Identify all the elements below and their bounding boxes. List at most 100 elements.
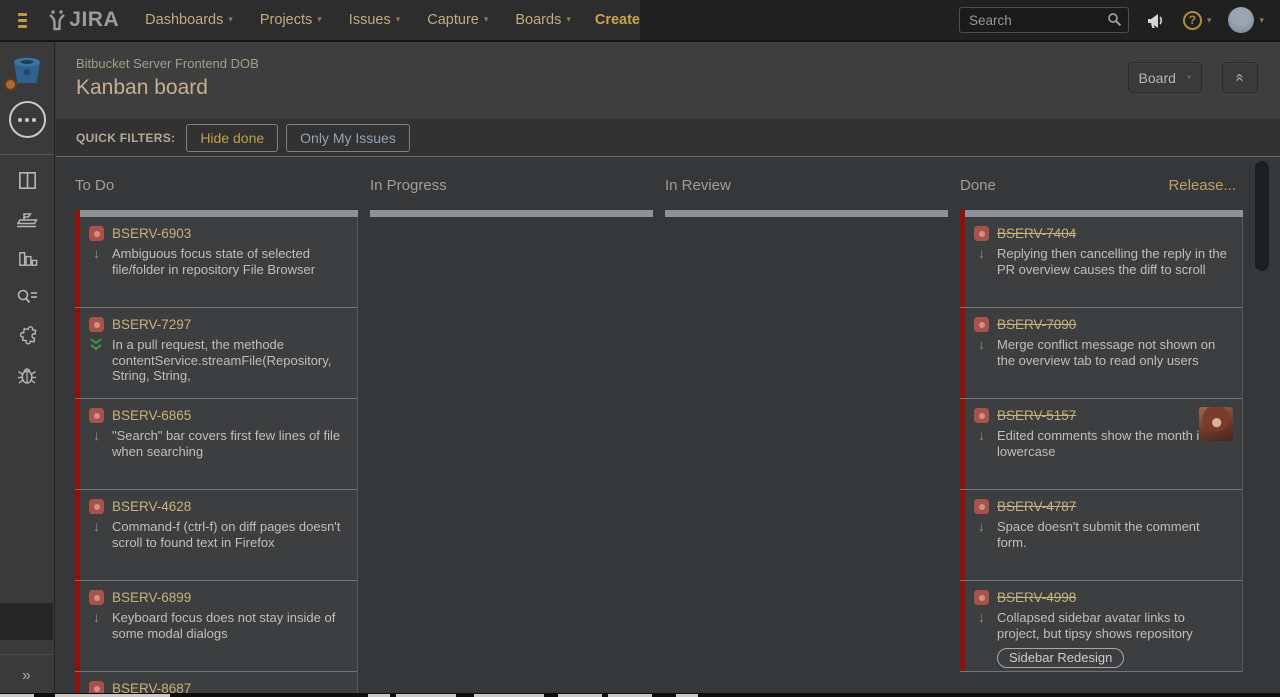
- jira-charlie-icon: [47, 9, 67, 31]
- chevron-down-icon: ▾: [317, 14, 322, 24]
- issue-summary: Edited comments show the month in lowerc…: [997, 428, 1207, 459]
- board-columns-icon[interactable]: [14, 167, 40, 193]
- column-bar-in-progress: [370, 210, 653, 217]
- nav-item-dashboards[interactable]: Dashboards ▾: [145, 12, 233, 28]
- column-bar-in-review: [665, 210, 948, 217]
- issue-key-link[interactable]: BSERV-6899: [112, 590, 192, 605]
- navbar-left: JIRA Dashboards ▾ Projects ▾ Issues ▾ Capture ▾…: [0, 0, 640, 40]
- add-ons-puzzle-icon[interactable]: [14, 323, 40, 349]
- issue-card[interactable]: BSERV-5157 ↓ Edited comments show the mont…: [960, 399, 1242, 490]
- issue-card[interactable]: BSERV-4628 ↓ Command-f (ctrl-f) on diff pa…: [75, 490, 357, 581]
- issue-card[interactable]: BSERV-7297 In a pull request, the methode…: [75, 308, 357, 399]
- priority-minor-icon: ↓: [978, 518, 985, 534]
- assignee-avatar: [1199, 407, 1233, 441]
- help-icon: ?: [1182, 10, 1202, 30]
- issue-key-link[interactable]: BSERV-6865: [112, 408, 192, 423]
- issue-key-link[interactable]: BSERV-7090: [997, 317, 1077, 332]
- issue-type-bug-icon: [974, 499, 989, 514]
- issue-card[interactable]: BSERV-7090 ↓ Merge conflict message not sh…: [960, 308, 1242, 399]
- issue-summary: Space doesn't submit the comment form.: [997, 519, 1200, 550]
- announcements-megaphone-icon[interactable]: [1146, 11, 1166, 30]
- chevron-down-icon: ▾: [1259, 14, 1264, 25]
- chevron-down-icon: ▾: [228, 14, 233, 24]
- hamburger-menu-icon[interactable]: [18, 12, 28, 28]
- nav-item-boards[interactable]: Boards ▾: [515, 12, 571, 28]
- board-menu-button[interactable]: Board ▾: [1128, 62, 1202, 93]
- issue-key-link[interactable]: BSERV-7404: [997, 226, 1077, 241]
- issue-key-link[interactable]: BSERV-4787: [997, 499, 1077, 514]
- user-menu[interactable]: ▾: [1228, 7, 1264, 33]
- issue-card[interactable]: BSERV-6903 ↓ Ambiguous focus state of sele…: [75, 217, 357, 308]
- board-header: Bitbucket Server Frontend DOB Kanban boa…: [56, 42, 1280, 119]
- releases-ship-icon[interactable]: [14, 206, 40, 232]
- issue-type-bug-icon: [89, 408, 104, 423]
- jira-logo-text: JIRA: [69, 8, 120, 31]
- issue-summary: In a pull request, the methode contentSe…: [112, 337, 332, 383]
- project-avatar-bitbucket[interactable]: [4, 55, 43, 91]
- quick-filter-only-my-issues[interactable]: Only My Issues: [286, 123, 410, 152]
- issue-key-link[interactable]: BSERV-4998: [997, 590, 1077, 605]
- issue-type-bug-icon: [974, 226, 989, 241]
- project-badge-icon: [4, 78, 17, 91]
- issue-key-link[interactable]: BSERV-8687: [112, 681, 192, 693]
- create-button[interactable]: Create: [594, 12, 640, 28]
- priority-minor-icon: ↓: [93, 427, 100, 443]
- chevron-down-icon: ▾: [1206, 14, 1212, 25]
- issue-key-link[interactable]: BSERV-7297: [112, 317, 192, 332]
- priority-minor-icon: ↓: [978, 245, 985, 261]
- issue-type-bug-icon: [974, 408, 989, 423]
- double-chevron-up-icon: «: [1231, 73, 1249, 82]
- collapse-header-button[interactable]: «: [1222, 62, 1258, 93]
- bug-icon[interactable]: [14, 362, 40, 388]
- issue-card[interactable]: BSERV-4787 ↓ Space doesn't submit the comm…: [960, 490, 1242, 581]
- issue-type-bug-icon: [89, 681, 104, 693]
- issue-key-link[interactable]: BSERV-5157: [997, 408, 1077, 423]
- search-box: [958, 7, 1129, 33]
- quick-filters-label: QUICK FILTERS:: [76, 130, 176, 145]
- issue-key-link[interactable]: BSERV-6903: [112, 226, 192, 241]
- help-menu[interactable]: ? ▾: [1182, 10, 1212, 30]
- top-navbar: JIRA Dashboards ▾ Projects ▾ Issues ▾ Capture ▾…: [0, 0, 1280, 42]
- column-bar-done: [960, 210, 1243, 217]
- sidebar-footer-block: [0, 603, 53, 640]
- search-input[interactable]: [958, 7, 1129, 33]
- nav-item-projects[interactable]: Projects ▾: [259, 12, 322, 28]
- main-content: Bitbucket Server Frontend DOB Kanban boa…: [56, 42, 1280, 697]
- user-avatar: [1228, 7, 1255, 33]
- sidebar-expand-button[interactable]: »: [0, 654, 53, 697]
- vertical-scrollbar-thumb[interactable]: [1255, 161, 1269, 271]
- nav-item-capture[interactable]: Capture ▾: [427, 12, 489, 28]
- chevron-down-icon: ▾: [483, 14, 489, 24]
- reports-bar-chart-icon[interactable]: [14, 245, 40, 271]
- board-menu-label: Board: [1138, 69, 1176, 86]
- quick-filters-bar: QUICK FILTERS: Hide done Only My Issues: [56, 119, 1280, 157]
- chevron-down-icon: ▾: [395, 14, 401, 24]
- column-cards-done: BSERV-7404 ↓ Replying then cancelling the …: [960, 217, 1243, 672]
- issues-search-icon[interactable]: [14, 284, 40, 310]
- issue-summary: Collapsed sidebar avatar links to projec…: [997, 610, 1193, 641]
- column-header-in-review: In Review: [665, 177, 731, 194]
- issue-card[interactable]: BSERV-6899 ↓ Keyboard focus does not stay …: [75, 581, 357, 672]
- issue-key-link[interactable]: BSERV-4628: [112, 499, 192, 514]
- priority-minor-icon: ↓: [93, 245, 100, 261]
- issue-card[interactable]: BSERV-7404 ↓ Replying then cancelling the …: [960, 217, 1242, 308]
- column-header-release: Release...: [1168, 177, 1236, 194]
- issue-type-bug-icon: [89, 499, 104, 514]
- jira-logo[interactable]: JIRA: [47, 8, 119, 32]
- navbar-right: ? ▾ ▾: [640, 0, 1280, 40]
- quick-filter-hide-done[interactable]: Hide done: [186, 123, 279, 152]
- issue-summary: Keyboard focus does not stay inside of s…: [112, 610, 336, 641]
- chevron-down-icon: ▾: [1186, 72, 1192, 82]
- issue-card[interactable]: BSERV-4998 ↓ Collapsed sidebar avatar link…: [960, 581, 1242, 672]
- breadcrumb-project-link[interactable]: Bitbucket Server Frontend DOB: [76, 56, 259, 71]
- project-sidebar: »: [0, 42, 55, 697]
- nav-item-issues[interactable]: Issues ▾: [348, 12, 401, 28]
- issue-card[interactable]: BSERV-8687↓: [75, 672, 357, 693]
- column-cards-to-do: BSERV-6903 ↓ Ambiguous focus state of sele…: [75, 217, 358, 693]
- priority-minor-icon: ↓: [93, 518, 100, 534]
- column-header-done: Done: [960, 177, 996, 194]
- project-more-ellipsis-button[interactable]: [8, 101, 46, 138]
- issue-summary: Command-f (ctrl-f) on diff pages doesn't…: [112, 519, 341, 550]
- sidebar-divider: [0, 154, 54, 155]
- issue-card[interactable]: BSERV-6865 ↓ "Search" bar covers first few…: [75, 399, 357, 490]
